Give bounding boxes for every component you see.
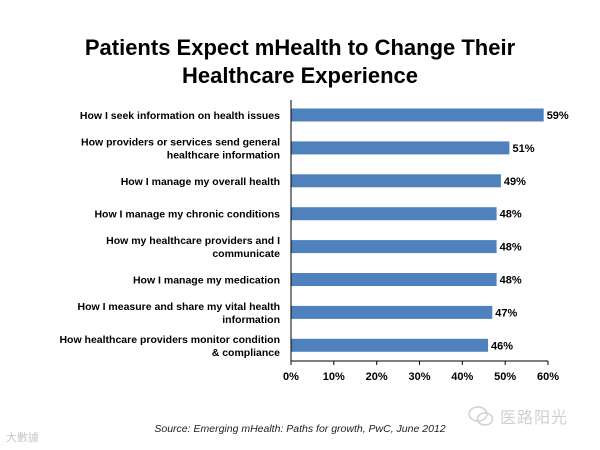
- bar: [291, 240, 497, 254]
- data-label: 47%: [495, 307, 517, 319]
- x-tick-label: 50%: [494, 371, 516, 383]
- category-label: How providers or services send general: [81, 136, 280, 148]
- category-label: How I measure and share my vital health: [78, 301, 281, 313]
- bar: [291, 141, 510, 155]
- x-tick-label: 30%: [408, 371, 430, 383]
- x-tick-label: 60%: [537, 371, 559, 383]
- watermark-left: 大數據: [6, 432, 39, 444]
- category-label: information: [222, 314, 280, 326]
- watermark-right-text: 医路阳光: [500, 410, 569, 427]
- bar: [291, 174, 501, 188]
- data-label: 46%: [491, 340, 513, 352]
- category-label: How I seek information on health issues: [80, 110, 280, 122]
- category-label: How healthcare providers monitor conditi…: [59, 334, 280, 346]
- category-label: How I manage my medication: [133, 275, 280, 287]
- data-label: 48%: [500, 209, 522, 221]
- bar: [291, 305, 493, 319]
- source-note: Source: Emerging mHealth: Paths for grow…: [154, 423, 446, 435]
- bar: [291, 273, 497, 286]
- data-label: 48%: [500, 242, 522, 254]
- category-label: & compliance: [212, 347, 280, 359]
- category-label: How I manage my chronic conditions: [94, 209, 280, 221]
- chart-title: Patients Expect mHealth to Change Their …: [0, 34, 600, 90]
- bar: [291, 108, 544, 122]
- x-tick-label: 40%: [451, 371, 473, 383]
- data-label: 59%: [547, 110, 569, 122]
- watermark-right: 医路阳光: [468, 404, 568, 428]
- wechat-icon: [468, 406, 494, 426]
- bar: [291, 207, 497, 221]
- x-tick-label: 20%: [366, 371, 388, 383]
- category-label: healthcare information: [167, 149, 280, 161]
- chart-title-line-1: Patients Expect mHealth to Change Their: [84, 35, 516, 60]
- data-label: 51%: [513, 143, 535, 155]
- category-label: communicate: [212, 248, 280, 260]
- x-tick-label: 0%: [283, 371, 299, 383]
- bar: [291, 338, 488, 352]
- x-tick-label: 10%: [323, 371, 345, 383]
- data-label: 48%: [500, 275, 522, 287]
- category-label: How I manage my overall health: [121, 176, 280, 188]
- chart-title-line-2: Healthcare Experience: [181, 63, 419, 88]
- data-label: 49%: [504, 176, 526, 188]
- category-label: How my healthcare providers and I: [106, 235, 280, 247]
